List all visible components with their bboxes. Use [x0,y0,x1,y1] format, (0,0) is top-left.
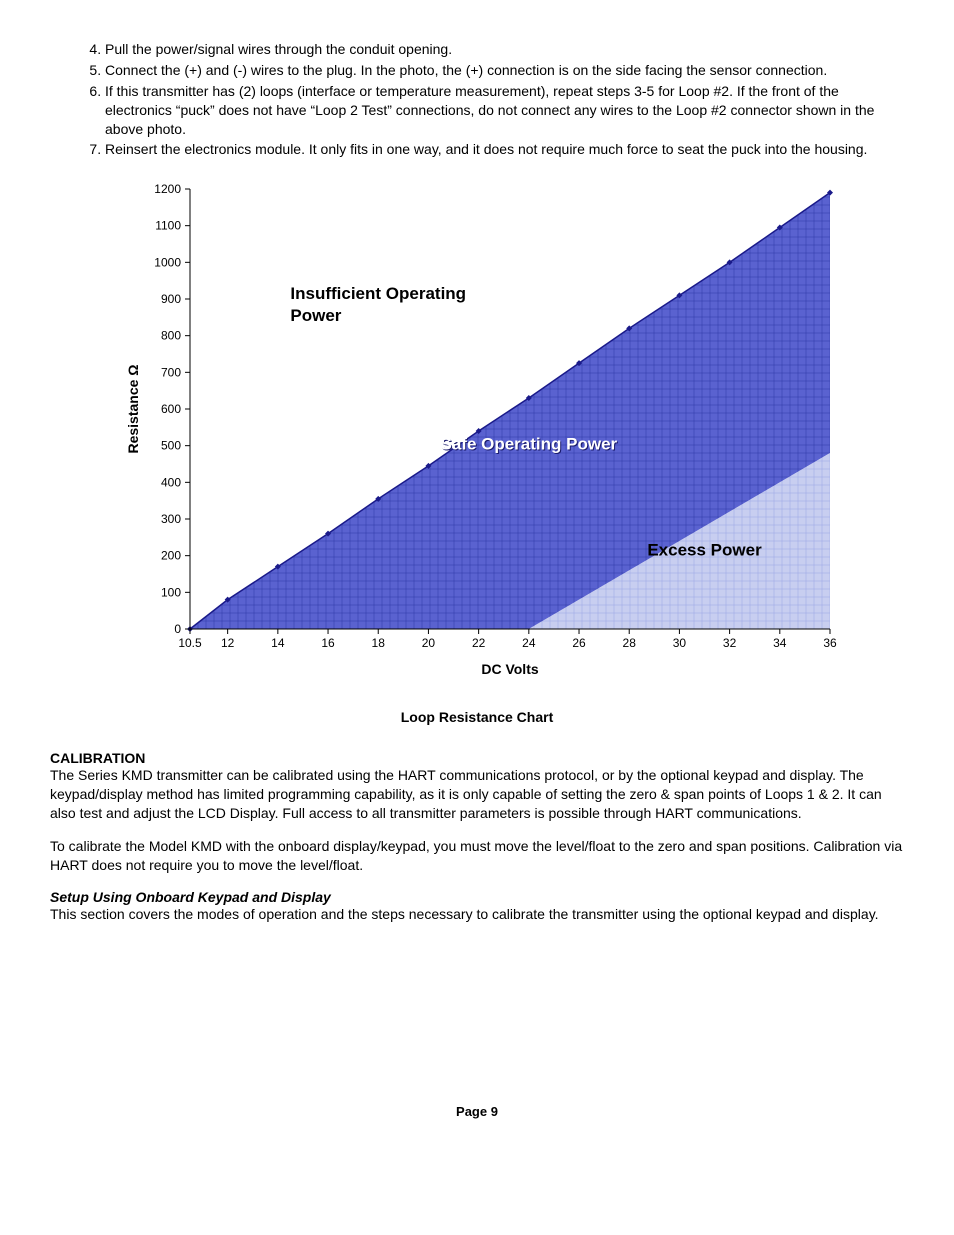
instruction-steps: Pull the power/signal wires through the … [50,40,904,159]
chart-svg: 0 100 200 300 400 500 600 700 800 900 1000 1100 1200… [115,179,840,684]
instruction-step: Reinsert the electronics module. It only… [105,140,904,159]
chart-caption: Loop Resistance Chart [50,709,904,725]
svg-text:20: 20 [421,636,435,650]
calibration-p2: To calibrate the Model KMD with the onbo… [50,837,904,875]
svg-text:Safe Operating Power: Safe Operating Power [440,435,617,454]
svg-text:28: 28 [622,636,636,650]
calibration-p1: The Series KMD transmitter can be calibr… [50,766,904,823]
svg-text:22: 22 [471,636,485,650]
calibration-heading: CALIBRATION [50,750,904,766]
svg-text:36: 36 [823,636,837,650]
svg-text:200: 200 [160,549,180,563]
svg-text:1200: 1200 [154,182,181,196]
svg-text:34: 34 [773,636,787,650]
svg-text:Excess Power: Excess Power [647,541,762,560]
svg-text:Resistance Ω: Resistance Ω [125,365,141,454]
svg-text:32: 32 [722,636,736,650]
svg-text:800: 800 [160,329,180,343]
instruction-step: If this transmitter has (2) loops (inter… [105,82,904,139]
setup-p1: This section covers the modes of operati… [50,905,904,924]
svg-text:0: 0 [174,622,181,636]
svg-text:400: 400 [160,476,180,490]
svg-text:1100: 1100 [155,219,181,233]
svg-text:24: 24 [522,636,536,650]
svg-text:DC Volts: DC Volts [481,661,539,677]
svg-text:Insufficient Operating: Insufficient Operating [290,284,466,303]
svg-text:16: 16 [321,636,335,650]
svg-text:30: 30 [672,636,686,650]
svg-text:10.5: 10.5 [178,636,202,650]
setup-heading: Setup Using Onboard Keypad and Display [50,889,904,905]
svg-text:900: 900 [160,292,180,306]
svg-text:12: 12 [220,636,234,650]
svg-text:1000: 1000 [154,256,181,270]
page-number: Page 9 [50,1104,904,1119]
svg-text:18: 18 [371,636,385,650]
instruction-step: Connect the (+) and (-) wires to the plu… [105,61,904,80]
svg-text:100: 100 [160,586,180,600]
svg-text:Power: Power [290,306,341,325]
svg-text:300: 300 [160,512,180,526]
svg-text:14: 14 [271,636,285,650]
svg-text:600: 600 [160,402,180,416]
svg-text:500: 500 [160,439,180,453]
instruction-step: Pull the power/signal wires through the … [105,40,904,59]
svg-text:700: 700 [160,366,180,380]
svg-text:26: 26 [572,636,586,650]
loop-resistance-chart: 0 100 200 300 400 500 600 700 800 900 1000 1100 1200… [50,179,904,725]
